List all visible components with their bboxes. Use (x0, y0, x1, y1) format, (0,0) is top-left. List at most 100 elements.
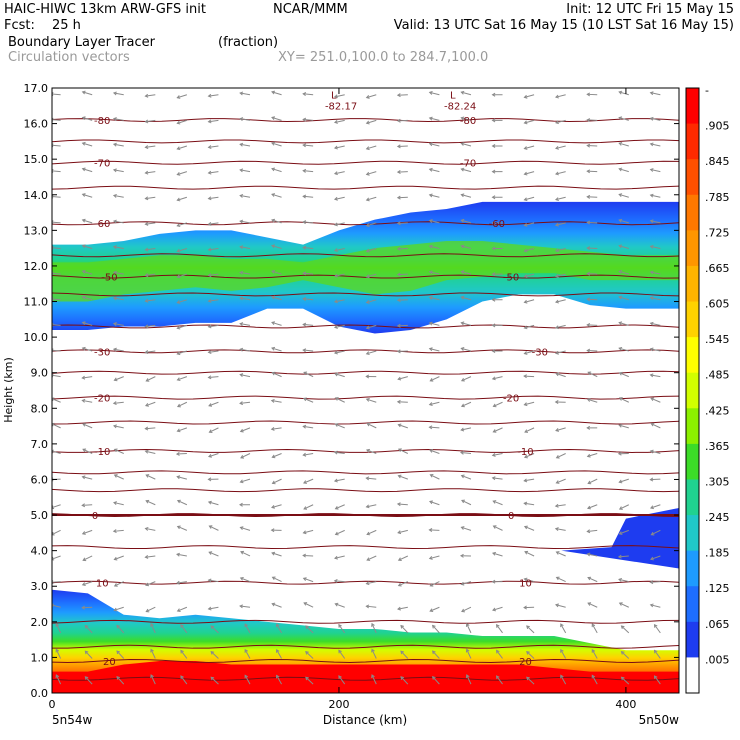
isotherm-label: 0 (92, 511, 98, 522)
circulation-vector (177, 196, 188, 201)
circulation-vector-head (113, 556, 118, 561)
circulation-vector-head (460, 377, 465, 382)
circulation-vector-head (396, 349, 401, 354)
circulation-vector (52, 529, 61, 536)
y-tick-label: 0.0 (31, 687, 49, 700)
circulation-vector-head (207, 500, 212, 505)
circulation-vector (272, 478, 282, 484)
circulation-vector (145, 450, 156, 454)
circulation-vector (240, 246, 251, 249)
circulation-vector-head (523, 299, 528, 304)
circulation-vector (240, 401, 251, 404)
colorbar-swatch (686, 159, 699, 196)
circulation-vector (366, 350, 377, 355)
circulation-vector-head (239, 347, 244, 352)
field-name: Boundary Layer Tracer (8, 35, 155, 50)
circulation-vector-head (176, 120, 181, 125)
circulation-vector-head (366, 448, 370, 453)
circulation-vector-head (338, 649, 342, 654)
circulation-vector (466, 674, 472, 685)
circulation-vector-head (491, 169, 496, 174)
y-tick-label: 10.0 (24, 331, 49, 344)
circulation-vector (587, 398, 598, 403)
circulation-vector (461, 376, 472, 382)
circulation-vector-head (365, 197, 370, 202)
circulation-vector (177, 248, 188, 252)
y-tick-label: 3.0 (31, 580, 49, 593)
circulation-vector-head (587, 602, 592, 606)
circulation-vector-head (112, 193, 117, 198)
circulation-vector (555, 248, 566, 252)
circulation-vector (177, 525, 188, 531)
isotherm-label: 10 (96, 579, 109, 590)
circulation-vector (556, 453, 566, 459)
circulation-vector (240, 374, 251, 378)
circulation-vector-head (397, 557, 402, 561)
circulation-vector (555, 94, 566, 98)
circulation-vector (334, 248, 345, 252)
isotherm-line (52, 253, 679, 258)
circulation-vector (145, 427, 156, 430)
circulation-vector-head (176, 403, 181, 408)
circulation-vector-head (555, 428, 560, 432)
circulation-vector (240, 169, 251, 173)
circulation-vector-head (302, 322, 307, 327)
circulation-vector (555, 119, 566, 124)
circulation-vector (272, 372, 282, 378)
circulation-vector (271, 270, 282, 275)
circulation-vector (366, 504, 377, 508)
valid-time: Valid: 13 UTC Sat 16 May 15 (10 LST Sat … (393, 18, 734, 33)
circulation-vector-head (176, 274, 181, 279)
circulation-vector-head (112, 142, 117, 147)
circulation-vector-head (396, 246, 401, 251)
colorbar-label: .245 (705, 511, 730, 524)
isotherm-line (52, 470, 679, 475)
isotherm-label: -30 (94, 347, 110, 358)
circulation-vector (208, 299, 219, 302)
circulation-vector (240, 348, 251, 352)
circulation-vector-head (586, 194, 591, 199)
low-value: -82.24 (444, 101, 476, 112)
circulation-vector-head (305, 651, 309, 655)
circulation-vector (150, 623, 156, 634)
circulation-vector-head (618, 346, 623, 351)
circulation-vector-head (586, 271, 591, 276)
circulation-vector (334, 222, 345, 226)
circulation-vector-head (302, 271, 307, 276)
circulation-vector-head (492, 525, 497, 529)
circulation-vector-head (271, 551, 276, 556)
circulation-vector-head (460, 321, 465, 326)
circulation-vector (618, 555, 629, 558)
circulation-vector-head (239, 117, 244, 122)
circulation-vector-head (587, 505, 591, 510)
circulation-vector (271, 347, 282, 352)
circulation-vector (177, 119, 188, 124)
circulation-vector (366, 529, 377, 535)
circulation-vector (303, 529, 314, 534)
circulation-vector (430, 474, 440, 480)
circulation-vector (208, 324, 219, 328)
circulation-vector (400, 676, 409, 685)
circulation-vector (619, 245, 629, 249)
circulation-vector (335, 397, 345, 403)
circulation-vector-head (302, 143, 307, 148)
circulation-vector (366, 196, 377, 201)
circulation-vector-head (150, 648, 154, 653)
circulation-vector (334, 580, 345, 583)
circulation-vector (366, 398, 377, 403)
circulation-vector-head (586, 92, 591, 97)
circulation-vector (524, 273, 535, 278)
circulation-vector-head (617, 554, 622, 559)
circulation-vector-head (145, 499, 150, 504)
circulation-vector-head (302, 348, 307, 353)
circulation-vector (113, 348, 124, 352)
circulation-vector (52, 398, 61, 403)
circulation-vector-head (620, 625, 625, 630)
circulation-vector (208, 273, 219, 277)
circulation-vector (177, 476, 187, 480)
circulation-vector (651, 529, 661, 536)
circulation-vector-head (618, 90, 623, 95)
circulation-vector-head (461, 499, 465, 504)
circulation-vector (461, 91, 472, 96)
circulation-vector-head (52, 531, 55, 536)
